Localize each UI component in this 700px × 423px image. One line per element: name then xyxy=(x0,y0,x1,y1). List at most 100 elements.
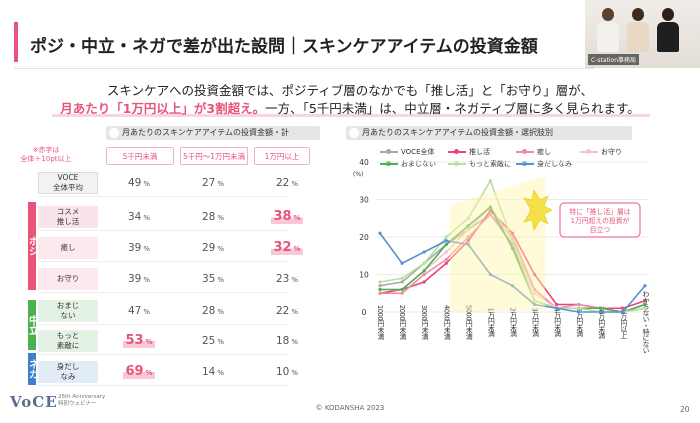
y-tick-label: 0 xyxy=(362,308,367,317)
column-header-over-10k: 1万円以上 xyxy=(254,147,310,165)
table-note: ※赤字は 全体＋10pt以上 xyxy=(20,146,72,163)
data-point xyxy=(643,299,647,303)
x-tick-label: 3000円未満 xyxy=(420,305,428,341)
x-tick-label: 1000円未満 xyxy=(376,305,384,341)
table-cell: 53% xyxy=(123,333,155,348)
data-point xyxy=(466,224,470,228)
data-point xyxy=(444,239,448,243)
table-cell: 28% xyxy=(201,305,225,317)
voce-logo: VoCE xyxy=(10,393,58,411)
data-point xyxy=(444,242,448,247)
x-tick-label: 10万円未満 xyxy=(597,306,605,341)
data-point xyxy=(378,280,382,284)
x-tick-label: 3万円未満 xyxy=(531,307,539,338)
x-tick-label: 5000円未満 xyxy=(464,305,472,341)
lead-text-rest: 一方、「5千円未満」は、中立層・ネガティブ層に多く見られます。 xyxy=(265,101,640,116)
table-cell: 69% xyxy=(123,364,155,379)
bullet-icon xyxy=(349,128,359,138)
annotation-text: 1万円超えの投資が xyxy=(571,216,630,225)
data-point xyxy=(378,284,382,288)
x-tick-label: 2万円未満 xyxy=(509,307,517,338)
participant-video[interactable]: C-station事務局 xyxy=(585,0,700,68)
participant-2 xyxy=(627,8,649,52)
data-point xyxy=(400,280,404,284)
y-tick-label: 20 xyxy=(359,233,369,242)
data-point xyxy=(555,302,559,307)
row-divider xyxy=(38,324,288,325)
table-cell: 39% xyxy=(127,273,151,285)
data-point xyxy=(422,280,426,284)
data-point xyxy=(488,205,493,209)
data-point xyxy=(466,235,470,239)
y-tick-label: 40 xyxy=(359,158,369,167)
slide-title: ポジ・中立・ネガで差が出た設問｜スキンケアアイテムの投資金額 xyxy=(30,37,538,57)
legend-item: 癒し xyxy=(516,148,551,157)
data-point xyxy=(643,284,647,288)
page-number: 20 xyxy=(680,405,690,414)
lead-text-line1: スキンケアへの投資金額では、ポジティブ層のなかでも「推し活」と「お守り」層が、 xyxy=(106,83,594,98)
data-point xyxy=(400,276,404,280)
data-point xyxy=(488,272,493,277)
x-tick-label: 4万円未満 xyxy=(553,307,561,338)
table-cell: 39% xyxy=(127,242,151,254)
x-tick-label: 1万円未満 xyxy=(486,307,494,338)
data-point xyxy=(532,272,537,277)
data-point xyxy=(488,179,493,183)
copyright: © KODANSHA 2023 xyxy=(315,404,385,412)
data-point xyxy=(621,310,625,314)
row-label: 身だし なみ xyxy=(38,361,98,383)
row-divider xyxy=(38,261,288,262)
table-cell: 38% xyxy=(271,209,303,224)
row-divider xyxy=(38,196,288,197)
data-point xyxy=(378,291,382,295)
data-point xyxy=(378,287,382,292)
row-label: 癒し xyxy=(38,237,98,259)
data-point xyxy=(422,250,426,254)
x-tick-label: わからない・特にない xyxy=(641,290,649,354)
table-cell: 28% xyxy=(201,211,225,223)
row-divider xyxy=(38,230,288,231)
data-point xyxy=(621,306,625,310)
data-point xyxy=(400,291,404,295)
data-point xyxy=(532,299,537,303)
data-point xyxy=(510,246,515,250)
data-point xyxy=(577,302,581,307)
data-point xyxy=(400,287,404,292)
lead-text-line2: 月あたり「1万円以上」が3割超え。一方、「5千円未満」は、中立層・ネガティブ層に… xyxy=(0,98,700,117)
row-label: コスメ 推し活 xyxy=(38,206,98,228)
table-cell: 18% xyxy=(275,335,299,347)
participant-1 xyxy=(597,8,619,52)
data-point xyxy=(466,227,470,232)
legend-item: もっと素敵に xyxy=(448,160,511,169)
row-divider xyxy=(38,385,288,386)
table-cell: 47% xyxy=(127,305,151,317)
lead-highlight: 月あたり「1万円以上」が3割超え。 xyxy=(60,101,266,116)
data-point xyxy=(643,302,647,307)
title-accent-bar xyxy=(14,22,18,62)
data-point xyxy=(466,242,470,247)
chart-header: 月あたりのスキンケアアイテムの投資金額・選択肢別 xyxy=(346,126,632,140)
lead-underline xyxy=(52,114,650,117)
legend-item: VOCE全体 xyxy=(380,148,435,157)
data-point xyxy=(422,269,426,273)
data-point xyxy=(643,306,647,310)
annotation-text: 目立つ xyxy=(590,225,611,234)
table-cell: 49% xyxy=(127,177,151,189)
y-tick-label: 10 xyxy=(359,271,369,280)
data-point xyxy=(510,231,515,235)
table-cell: 14% xyxy=(201,366,225,378)
table-cell: 35% xyxy=(201,273,225,285)
data-point xyxy=(555,306,559,310)
data-point xyxy=(532,291,537,295)
row-label: もっと 素敵に xyxy=(38,330,98,352)
column-header-under-5k: 5千円未満 xyxy=(106,147,174,165)
data-point xyxy=(378,231,382,235)
row-label: VOCE 全体平均 xyxy=(38,172,98,194)
data-point xyxy=(466,239,470,243)
x-tick-label: 10万円以上 xyxy=(619,306,627,340)
data-point xyxy=(488,212,493,217)
x-tick-label: 5万円未満 xyxy=(575,307,583,338)
table-cell: 25% xyxy=(201,335,225,347)
